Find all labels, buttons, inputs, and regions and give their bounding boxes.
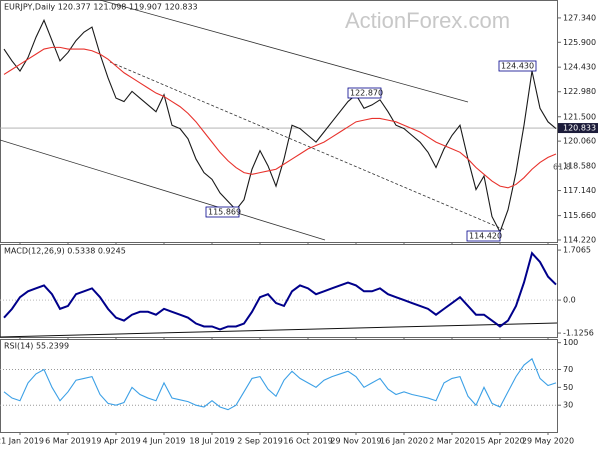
series-line — [3, 18, 557, 234]
series-line — [3, 46, 557, 189]
last-price-box — [558, 123, 598, 134]
x-tick-label: 29 Nov 2019 — [330, 437, 381, 446]
x-tick-label: 4 Jun 2019 — [142, 437, 185, 446]
rsi-title: RSI(14) 55.2399 — [4, 342, 69, 351]
macd-trendline — [0, 322, 558, 338]
channel-upper — [99, 0, 469, 103]
x-tick-label: 21 Jan 2019 — [0, 437, 44, 446]
annotation-box — [466, 230, 501, 242]
y-tick-label: 100 — [563, 338, 578, 347]
y-tick-label: 0.0 — [563, 296, 576, 305]
series-line — [3, 251, 557, 331]
annotation-box — [347, 87, 382, 99]
macd-title: MACD(12,26,9) 0.5338 0.9245 — [4, 247, 126, 256]
y-tick-label: 127.340 — [563, 13, 596, 22]
y-tick-label: 1.7065 — [563, 246, 591, 255]
annotation-box — [498, 60, 537, 72]
y-tick-label: 114.220 — [563, 235, 596, 244]
x-tick-label: 15 Apr 2020 — [475, 437, 524, 446]
price-panel — [0, 0, 558, 243]
y-tick-label: -1.1256 — [563, 329, 594, 338]
y-tick-label: 122.980 — [563, 87, 596, 96]
y-tick-label: 124.430 — [563, 63, 596, 72]
watermark: ActionForex.com — [345, 8, 510, 33]
y-tick-label: 30 — [563, 401, 573, 410]
x-tick-label: 16 Oct 2019 — [283, 437, 332, 446]
macd-panel — [0, 244, 558, 338]
series-line — [3, 357, 557, 411]
x-tick-label: 2 Mar 2020 — [429, 437, 475, 446]
x-tick-label: 2 Sep 2019 — [237, 437, 283, 446]
x-tick-label: 16 Jan 2020 — [380, 437, 428, 446]
x-tick-label: 29 May 2020 — [522, 437, 574, 446]
x-tick-label: 19 Apr 2019 — [91, 437, 140, 446]
y-tick-label: 117.140 — [563, 186, 596, 195]
annotation: 122.870 — [350, 89, 383, 98]
annotation: 115.869 — [208, 208, 241, 217]
annotation: 114.420 — [469, 232, 502, 241]
y-tick-label: 118.580 — [563, 162, 596, 171]
channel-lower — [0, 139, 326, 241]
annotation: 61.8 — [553, 163, 571, 172]
y-tick-label: 50 — [563, 383, 573, 392]
price-title: EURJPY,Daily 120.377 121.098 119.907 120… — [4, 3, 198, 12]
y-tick-label: 70 — [563, 365, 573, 374]
last-price-label: 120.833 — [563, 124, 596, 133]
trend-dashed — [109, 61, 506, 231]
x-tick-label: 18 Jul 2019 — [189, 437, 234, 446]
annotation-box — [205, 206, 240, 218]
y-tick-label: 120.060 — [563, 137, 596, 146]
annotation: 124.430 — [501, 62, 534, 71]
x-tick-label: 6 Mar 2019 — [45, 437, 91, 446]
rsi-panel — [0, 339, 558, 433]
y-tick-label: 121.500 — [563, 112, 596, 121]
y-tick-label: 115.660 — [563, 211, 596, 220]
y-tick-label: 125.900 — [563, 38, 596, 47]
